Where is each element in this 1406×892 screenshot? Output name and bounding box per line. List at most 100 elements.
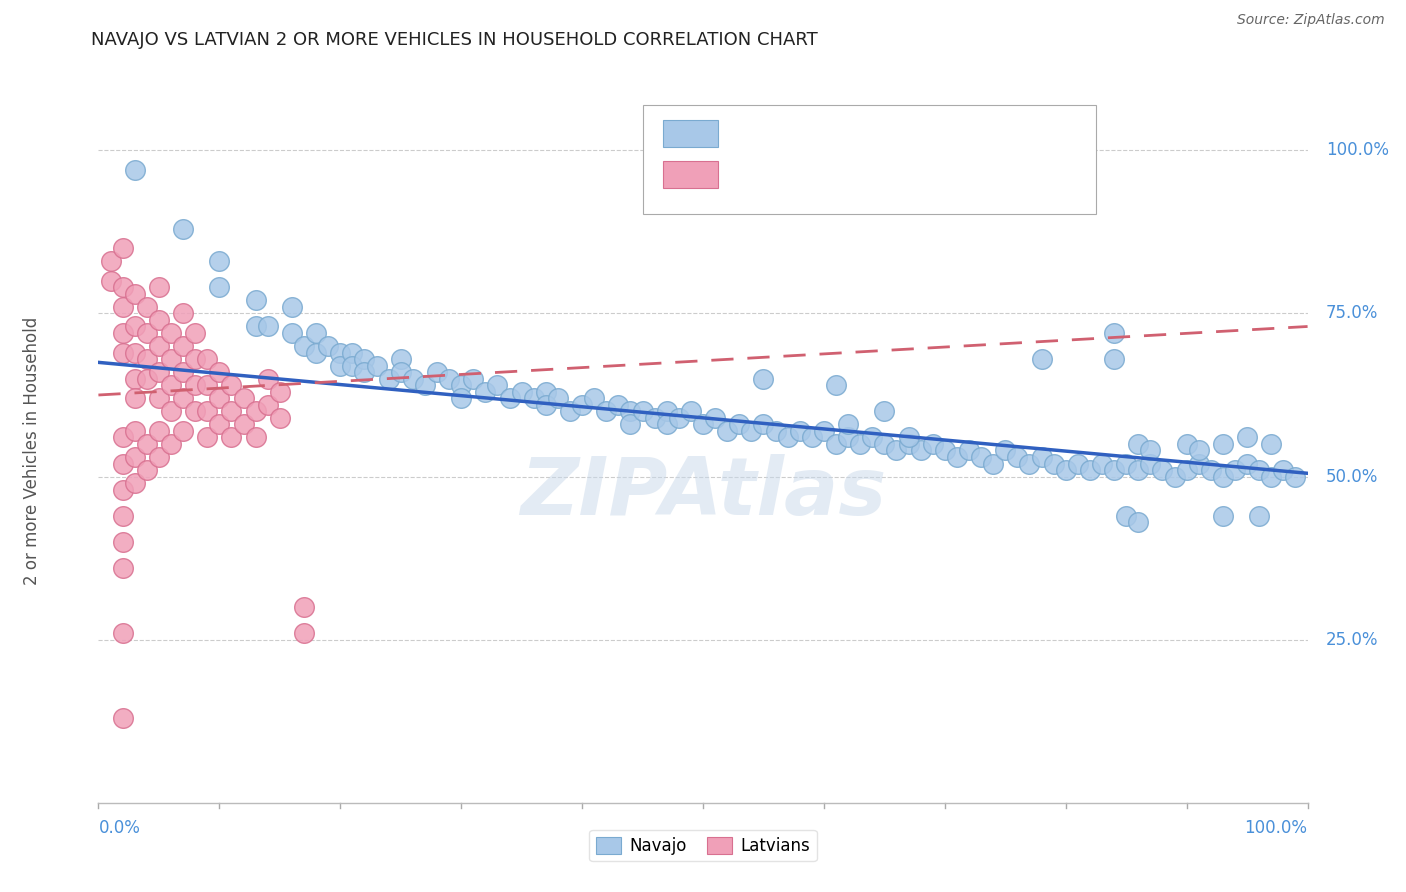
Point (860, 430, 883, 444)
Point (413, 378, 436, 392)
Point (1054, 463, 1077, 477)
Point (523, 391, 546, 405)
Point (160, 404, 183, 418)
Point (389, 365, 412, 379)
Point (752, 372, 775, 386)
Point (800, 430, 823, 444)
Point (1128, 515, 1150, 529)
Point (619, 404, 641, 418)
Point (837, 430, 859, 444)
Point (124, 372, 146, 386)
Point (256, 319, 278, 334)
Point (752, 417, 775, 432)
Point (281, 300, 304, 314)
Point (148, 365, 170, 379)
Point (498, 391, 520, 405)
Point (184, 326, 207, 340)
Point (184, 404, 207, 418)
Point (886, 443, 908, 458)
Point (607, 398, 630, 412)
Text: R =: R = (731, 163, 770, 181)
Point (329, 359, 352, 373)
Text: 0.0%: 0.0% (98, 819, 141, 837)
Point (1249, 508, 1271, 523)
Point (111, 345, 134, 359)
Point (208, 254, 231, 268)
Point (111, 534, 134, 549)
Point (789, 424, 811, 438)
Point (160, 437, 183, 451)
Point (111, 326, 134, 340)
Point (148, 424, 170, 438)
Point (728, 417, 751, 432)
Point (934, 443, 956, 458)
Point (1007, 450, 1029, 464)
Point (245, 319, 267, 334)
Point (825, 378, 848, 392)
Point (1199, 463, 1222, 477)
Point (353, 365, 375, 379)
Point (1031, 450, 1053, 464)
Point (583, 391, 606, 405)
Point (1102, 463, 1125, 477)
Point (704, 410, 727, 425)
Point (1163, 469, 1185, 483)
Point (100, 274, 122, 288)
Point (644, 410, 666, 425)
Point (124, 345, 146, 359)
Point (160, 326, 183, 340)
Point (111, 508, 134, 523)
Point (208, 280, 231, 294)
Point (450, 378, 472, 392)
Point (921, 437, 943, 451)
Point (160, 378, 183, 392)
Text: 116: 116 (993, 122, 1028, 140)
Point (111, 483, 134, 497)
Point (910, 443, 932, 458)
Point (184, 352, 207, 367)
Text: 0.050: 0.050 (776, 163, 827, 181)
Point (124, 286, 146, 301)
Point (232, 417, 254, 432)
Point (946, 450, 969, 464)
Point (1128, 463, 1150, 477)
Point (135, 463, 157, 477)
Point (558, 404, 581, 418)
Point (377, 372, 399, 386)
Point (463, 372, 485, 386)
Point (402, 372, 425, 386)
Bar (664, 120, 717, 147)
Point (135, 352, 157, 367)
Point (232, 391, 254, 405)
Text: ZIPAtlas: ZIPAtlas (520, 454, 886, 532)
Point (437, 372, 460, 386)
Point (269, 384, 291, 399)
Point (1249, 463, 1271, 477)
Point (837, 417, 859, 432)
Point (208, 365, 231, 379)
Point (135, 326, 157, 340)
Point (221, 378, 243, 392)
Point (1115, 508, 1137, 523)
Point (124, 424, 146, 438)
Point (195, 352, 218, 367)
Point (426, 365, 449, 379)
Point (1260, 469, 1282, 483)
Point (450, 391, 472, 405)
Point (595, 404, 617, 418)
Point (1188, 443, 1211, 458)
Point (1223, 463, 1246, 477)
Point (1152, 463, 1174, 477)
Point (148, 313, 170, 327)
Point (148, 280, 170, 294)
Point (534, 384, 557, 399)
Point (981, 457, 1004, 471)
Point (1175, 437, 1198, 451)
Point (1102, 352, 1125, 367)
Point (305, 326, 328, 340)
Point (1115, 457, 1137, 471)
Point (124, 162, 146, 177)
Point (474, 384, 496, 399)
Point (221, 404, 243, 418)
Point (692, 417, 714, 432)
